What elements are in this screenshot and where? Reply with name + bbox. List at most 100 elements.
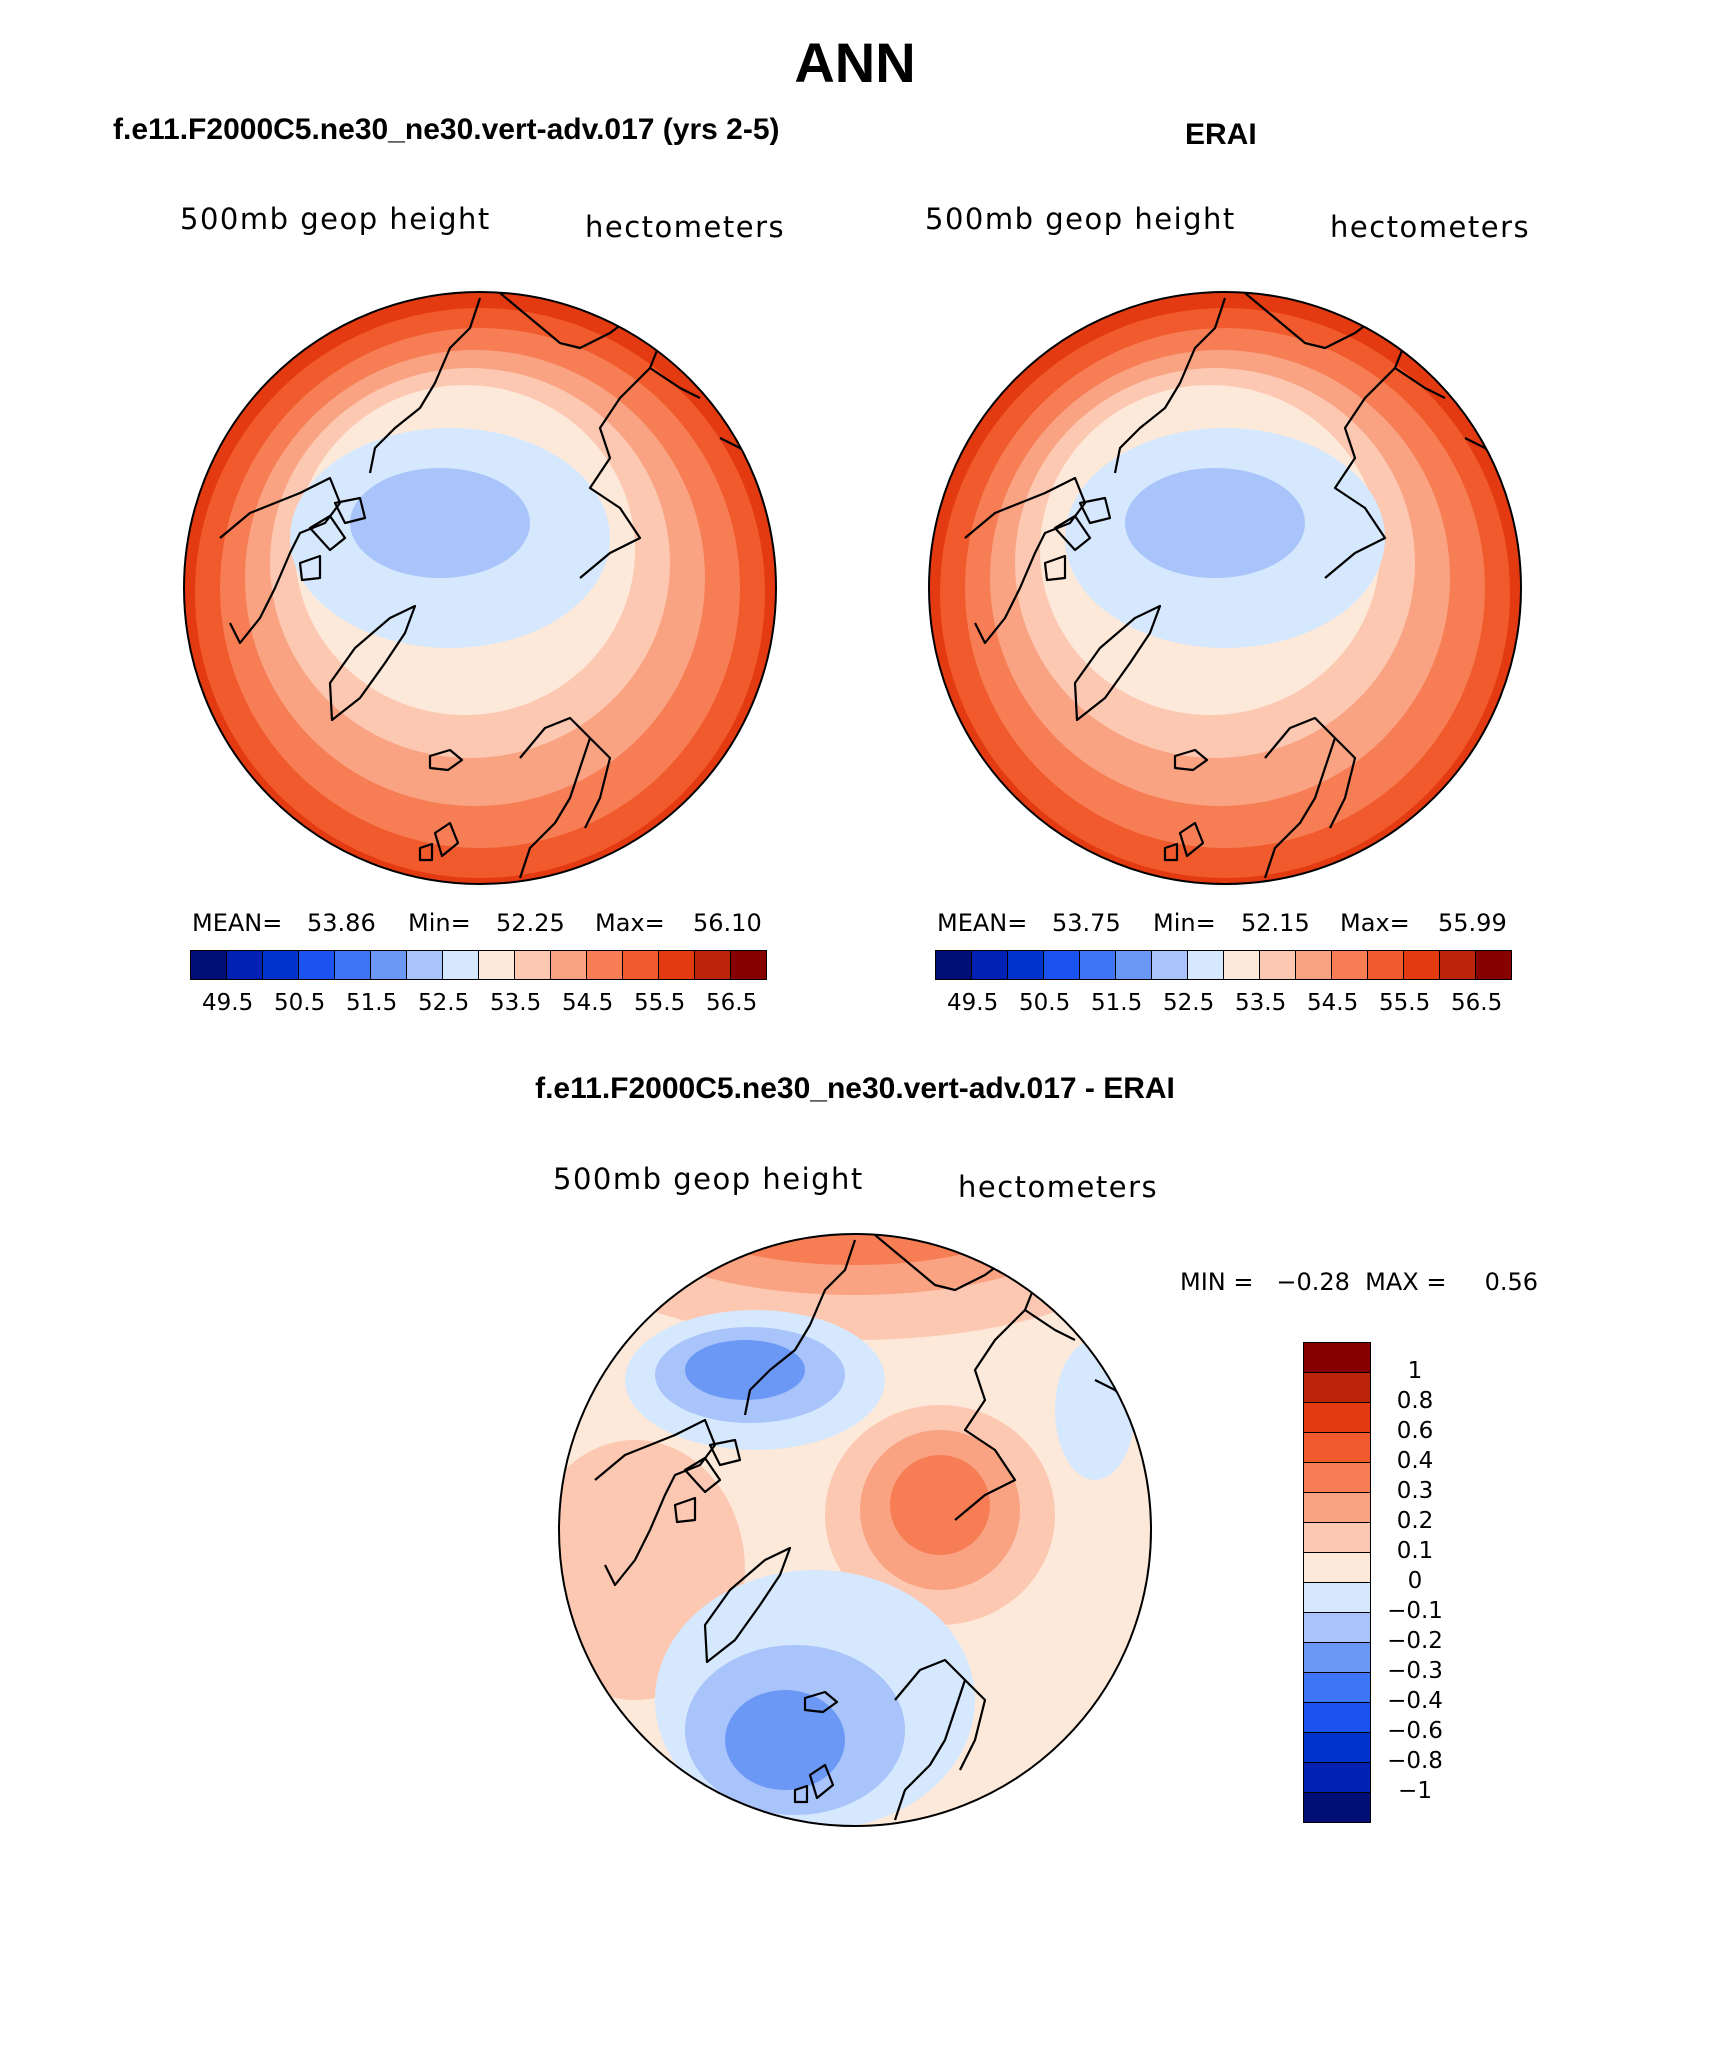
colorbar-cell bbox=[478, 950, 515, 980]
colorbar-tick-label: 54.5 bbox=[1307, 990, 1359, 1016]
colorbar-tick-label: 53.5 bbox=[490, 990, 542, 1016]
colorbar-tick-label: 52.5 bbox=[418, 990, 470, 1016]
colorbar-cell bbox=[190, 950, 227, 980]
colorbar-tick-label: 53.5 bbox=[1235, 990, 1287, 1016]
colorbar-tick-label: 54.5 bbox=[562, 990, 614, 1016]
panel-obs-polar-map bbox=[928, 291, 1522, 885]
colorbar-cell bbox=[1303, 1402, 1371, 1433]
model-coast-scandinavia bbox=[518, 716, 612, 879]
colorbar-cell bbox=[514, 950, 551, 980]
colorbar-cell bbox=[1303, 1342, 1371, 1373]
panel-diff-colorbar bbox=[1303, 1342, 1371, 1823]
colorbar-tick-label: 52.5 bbox=[1163, 990, 1215, 1016]
model-coast-archipelago bbox=[298, 496, 367, 582]
colorbar-cell bbox=[1303, 1672, 1371, 1703]
panel-obs-min-label: Min= bbox=[1153, 909, 1216, 937]
colorbar-tick-label: −0.6 bbox=[1387, 1718, 1443, 1744]
colorbar-tick-label: 0 bbox=[1407, 1568, 1423, 1594]
colorbar-tick-label: 56.5 bbox=[1451, 990, 1503, 1016]
diff-map-border bbox=[558, 1233, 1152, 1827]
colorbar-cell bbox=[935, 950, 972, 980]
colorbar-tick-label: −0.3 bbox=[1387, 1658, 1443, 1684]
colorbar-cell bbox=[1439, 950, 1476, 980]
colorbar-tick-label: −0.1 bbox=[1387, 1598, 1443, 1624]
model-polar-low-core bbox=[350, 468, 530, 578]
panel-diff-minmax: MIN = −0.28 MAX = 0.56 bbox=[1180, 1268, 1539, 1296]
panel-obs-colorbar bbox=[935, 950, 1512, 980]
colorbar-cell bbox=[1303, 1702, 1371, 1733]
colorbar-tick-label: −0.4 bbox=[1387, 1688, 1443, 1714]
obs-coast-iceland bbox=[1173, 748, 1209, 772]
colorbar-cell bbox=[1303, 1372, 1371, 1403]
obs-coast-archipelago bbox=[1043, 496, 1112, 582]
colorbar-cell bbox=[442, 950, 479, 980]
colorbar-tick-label: 50.5 bbox=[1019, 990, 1071, 1016]
panel-obs-mean-value: 53.75 bbox=[1052, 909, 1121, 937]
panel-obs-units-label: hectometers bbox=[1330, 210, 1531, 244]
colorbar-cell bbox=[1303, 1432, 1371, 1463]
colorbar-cell bbox=[1303, 1522, 1371, 1553]
panel-model-mean-value: 53.86 bbox=[307, 909, 376, 937]
obs-coast-british-isles bbox=[1163, 821, 1205, 862]
colorbar-tick-label: −0.2 bbox=[1387, 1628, 1443, 1654]
panel-diff-variable-label: 500mb geop height bbox=[553, 1162, 864, 1196]
diff-cold-east bbox=[1055, 1340, 1135, 1480]
model-coast-iceland bbox=[428, 748, 464, 772]
panel-obs-variable-label: 500mb geop height bbox=[925, 202, 1236, 236]
colorbar-cell bbox=[971, 950, 1008, 980]
diff-coast-north-america bbox=[594, 1418, 717, 1587]
obs-coast-scandinavia bbox=[1263, 716, 1357, 879]
colorbar-tick-label: 0.6 bbox=[1396, 1418, 1434, 1444]
colorbar-tick-label: 1 bbox=[1407, 1358, 1423, 1384]
panel-obs-min-value: 52.15 bbox=[1241, 909, 1310, 937]
panel-model-variable-label: 500mb geop height bbox=[180, 202, 491, 236]
colorbar-cell bbox=[370, 950, 407, 980]
diff-coast-iceland bbox=[803, 1690, 839, 1714]
diff-coast-eurasia bbox=[743, 1234, 1037, 1521]
colorbar-cell bbox=[1079, 950, 1116, 980]
colorbar-cell bbox=[1303, 1612, 1371, 1643]
panel-diff-colorbar-ticks: 1 0.8 0.6 0.4 0.3 0.2 0.1 0 −0.1 −0.2 −0.3 −0.4 −0.6… bbox=[1380, 1342, 1470, 1822]
colorbar-cell bbox=[406, 950, 443, 980]
colorbar-cell bbox=[1303, 1552, 1371, 1583]
panel-model-colorbar-ticks: 49.5 50.5 51.5 52.5 53.5 54.5 55.5 56.5 bbox=[190, 990, 766, 1020]
diff-warm-center-3 bbox=[890, 1455, 990, 1555]
diff-cold-south-3 bbox=[725, 1690, 845, 1790]
panel-obs-max-value: 55.99 bbox=[1438, 909, 1507, 937]
panel-obs-title: ERAI bbox=[1185, 118, 1257, 151]
panel-model-units-label: hectometers bbox=[585, 210, 786, 244]
colorbar-cell bbox=[226, 950, 263, 980]
obs-coast-greenland bbox=[1073, 604, 1162, 722]
model-map-border bbox=[183, 291, 777, 885]
obs-polar-low-core bbox=[1125, 468, 1305, 578]
panel-model-polar-map bbox=[183, 291, 777, 885]
diff-coast-british-isles bbox=[793, 1763, 835, 1804]
panel-obs-max-label: Max= bbox=[1340, 909, 1410, 937]
colorbar-cell bbox=[1303, 1582, 1371, 1613]
colorbar-cell bbox=[1331, 950, 1368, 980]
colorbar-cell bbox=[298, 950, 335, 980]
colorbar-tick-label: 51.5 bbox=[1091, 990, 1143, 1016]
colorbar-cell bbox=[550, 950, 587, 980]
panel-diff-units-label: hectometers bbox=[958, 1170, 1159, 1204]
model-coast-greenland bbox=[328, 604, 417, 722]
model-coast-north-america bbox=[219, 476, 342, 645]
model-coast-british-isles bbox=[418, 821, 460, 862]
colorbar-cell bbox=[1303, 1762, 1371, 1793]
model-coast-eurasia bbox=[368, 292, 662, 579]
diff-top-band-1 bbox=[559, 1234, 1151, 1340]
panel-diff-polar-map bbox=[558, 1233, 1152, 1827]
colorbar-cell bbox=[1475, 950, 1512, 980]
colorbar-cell bbox=[1043, 950, 1080, 980]
colorbar-tick-label: 55.5 bbox=[1379, 990, 1431, 1016]
colorbar-tick-label: 0.3 bbox=[1396, 1478, 1434, 1504]
colorbar-cell bbox=[658, 950, 695, 980]
panel-model-min-value: 52.25 bbox=[496, 909, 565, 937]
colorbar-cell bbox=[1367, 950, 1404, 980]
diff-coast-greenland bbox=[703, 1546, 792, 1664]
panel-model-colorbar bbox=[190, 950, 767, 980]
colorbar-tick-label: 56.5 bbox=[706, 990, 758, 1016]
panel-model-max-label: Max= bbox=[595, 909, 665, 937]
colorbar-tick-label: 49.5 bbox=[947, 990, 999, 1016]
panel-diff-title: f.e11.F2000C5.ne30_ne30.vert-adv.017 - E… bbox=[535, 1072, 1175, 1105]
